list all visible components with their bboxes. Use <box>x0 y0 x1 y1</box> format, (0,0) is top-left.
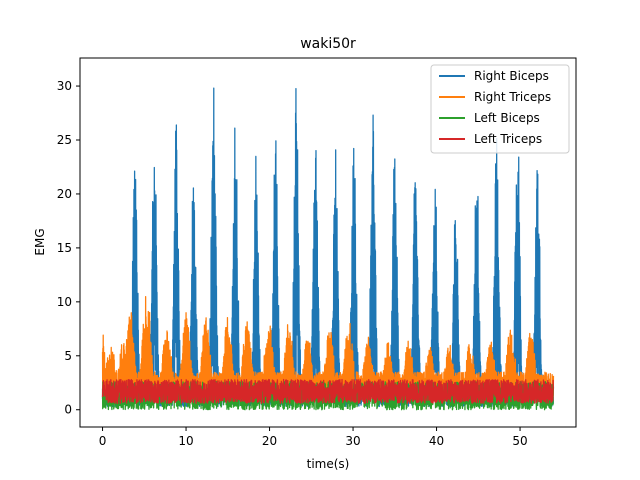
x-tick-label: 30 <box>345 434 360 448</box>
legend-box <box>430 64 570 154</box>
series-line-left-triceps <box>101 378 555 404</box>
legend: Right Biceps Right Triceps Left Biceps Left… <box>430 64 570 154</box>
y-tick-label: 0 <box>64 403 72 417</box>
legend-label: Left Biceps <box>474 111 540 125</box>
y-tick-label: 25 <box>57 133 72 147</box>
x-tick-label: 50 <box>512 434 527 448</box>
y-axis-label: EMG <box>33 228 47 255</box>
y-tick-label: 20 <box>57 187 72 201</box>
x-tick-label: 40 <box>429 434 444 448</box>
x-tick-label: 0 <box>99 434 107 448</box>
x-axis-label: time(s) <box>307 457 350 471</box>
x-tick-label: 10 <box>178 434 193 448</box>
y-tick-label: 10 <box>57 295 72 309</box>
y-tick-label: 5 <box>64 349 72 363</box>
plot-frame <box>79 57 577 428</box>
y-axis-ticks: 0 5 10 15 20 25 30 <box>57 79 80 417</box>
y-tick-label: 30 <box>57 79 72 93</box>
legend-label: Right Triceps <box>474 90 551 104</box>
y-tick-label: 15 <box>57 241 72 255</box>
x-tick-label: 20 <box>262 434 277 448</box>
legend-label: Left Triceps <box>474 132 542 146</box>
series-line-right-triceps <box>101 296 555 400</box>
chart-title: waki50r <box>300 36 356 52</box>
legend-label: Right Biceps <box>474 69 549 83</box>
series-layer <box>101 87 555 411</box>
plot-area <box>79 57 577 428</box>
x-axis-ticks: 0 10 20 30 40 50 <box>99 427 528 448</box>
